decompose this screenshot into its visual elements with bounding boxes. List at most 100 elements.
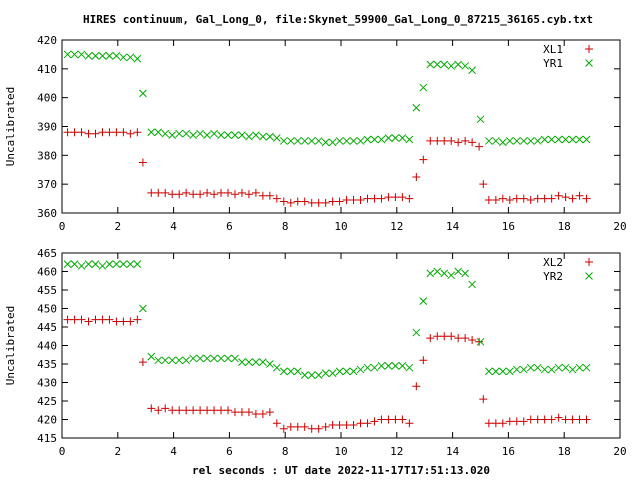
data-point-XL1 [412,172,421,181]
data-point-XL2 [512,417,521,426]
data-point-YR2 [91,260,100,268]
data-point-XL1 [224,188,233,197]
data-point-YR2 [63,260,72,268]
data-point-XL1 [582,194,591,203]
data-point-YR1 [540,135,549,144]
y-tick-label: 400 [37,92,57,105]
legend-marker-YR1 [585,59,593,67]
data-point-XL1 [568,194,577,203]
data-point-YR1 [238,131,246,140]
data-point-YR2 [112,260,121,268]
x-tick-label: 2 [114,445,121,458]
data-point-YR1 [279,137,288,145]
data-point-XL2 [138,358,147,367]
data-point-XL2 [582,415,591,424]
data-point-YR1 [147,128,156,137]
data-point-XL1 [575,191,584,200]
data-point-XL2 [356,419,365,428]
data-point-YR2 [533,363,542,372]
data-point-YR1 [112,52,121,60]
data-point-XL2 [447,332,456,341]
data-point-XL2 [398,415,407,424]
data-point-XL2 [484,419,493,428]
data-point-YR1 [419,83,428,92]
data-point-YR2 [300,371,309,379]
data-point-YR2 [485,367,493,376]
data-point-XL1 [512,194,521,203]
x-tick-label: 2 [114,220,121,233]
data-point-XL1 [342,196,351,205]
data-point-XL2 [314,424,323,433]
data-point-XL2 [328,421,337,430]
data-point-YR1 [182,129,191,138]
data-point-XL1 [210,190,219,199]
data-point-YR2 [468,280,476,289]
data-point-YR2 [561,363,570,372]
x-tick-label: 4 [170,445,177,458]
data-point-XL2 [161,404,170,413]
data-point-YR1 [286,137,295,145]
data-point-XL2 [154,406,163,415]
legend-marker-YR2 [585,272,593,280]
data-point-XL2 [540,415,549,424]
data-point-YR1 [498,138,507,147]
data-point-XL1 [286,198,295,207]
data-point-YR1 [512,137,521,145]
data-point-XL1 [561,193,570,202]
y-tick-label: 390 [37,121,57,134]
data-point-YR2 [98,262,107,270]
data-point-YR2 [154,356,163,365]
data-point-XL1 [426,136,435,145]
data-point-XL2 [77,315,86,324]
data-point-XL2 [105,315,114,324]
data-point-YR1 [468,66,476,75]
data-point-YR1 [161,129,170,138]
data-point-XL1 [479,180,488,189]
data-point-YR2 [512,365,521,374]
data-point-YR2 [461,269,470,278]
x-tick-label: 6 [226,445,233,458]
data-point-YR1 [335,137,344,145]
data-point-XL2 [405,419,414,428]
data-point-YR1 [485,137,493,145]
y-tick-label: 465 [37,247,57,260]
data-point-YR1 [272,134,281,142]
data-point-YR2 [175,356,184,365]
data-point-XL1 [398,193,407,202]
data-point-XL2 [182,406,191,415]
data-point-XL2 [279,424,288,433]
data-point-XL2 [349,421,358,430]
data-point-XL2 [210,406,219,415]
data-point-XL1 [447,136,456,145]
data-point-YR1 [491,137,500,145]
data-point-XL1 [540,194,549,203]
data-point-XL1 [182,188,191,197]
x-tick-label: 10 [334,445,347,458]
data-point-YR1 [307,137,316,145]
data-point-XL2 [335,421,344,430]
y-tick-label: 430 [37,377,57,390]
x-axis-label: rel seconds : UT date 2022-11-17T17:51:1… [192,464,490,477]
data-point-YR2 [161,356,170,365]
data-point-XL2 [384,415,393,424]
data-point-XL2 [272,419,281,428]
data-point-XL1 [138,158,147,167]
data-point-YR2 [405,363,414,372]
data-point-XL1 [126,129,135,138]
data-point-XL2 [112,317,121,326]
data-point-XL1 [77,128,86,137]
data-point-YR1 [259,132,267,141]
x-tick-label: 18 [558,445,571,458]
data-point-YR2 [356,365,365,374]
data-point-XL1 [105,128,114,137]
data-point-YR1 [84,52,93,60]
y-axis-label: Uncalibrated [4,306,17,385]
data-point-YR2 [238,358,246,367]
data-point-YR2 [342,367,351,376]
data-point-YR1 [547,135,556,144]
data-point-XL1 [498,194,507,203]
y-tick-label: 435 [37,358,57,371]
data-point-XL2 [498,419,507,428]
data-point-XL1 [279,197,288,206]
data-point-YR2 [412,328,421,337]
